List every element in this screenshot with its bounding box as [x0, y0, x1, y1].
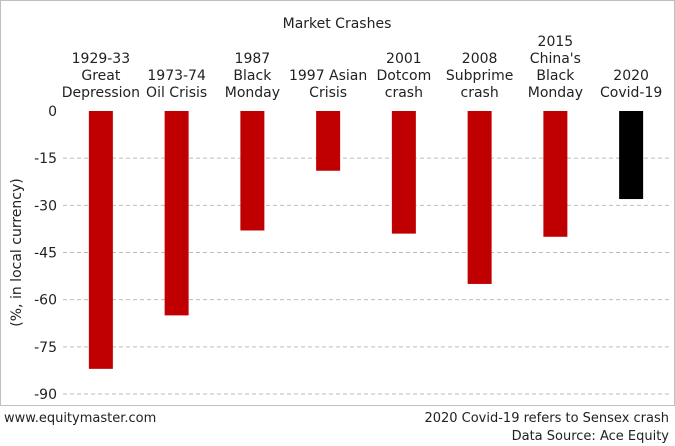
bar [316, 111, 341, 171]
y-tick-label: -90 [34, 387, 57, 403]
footnote: 2020 Covid-19 refers to Sensex crash [424, 411, 669, 426]
chart-title: Market Crashes [283, 16, 392, 32]
category-label: Dotcom [377, 68, 432, 84]
y-tick-label: -60 [34, 293, 57, 309]
y-tick-label: -45 [34, 246, 57, 262]
y-axis-label: (%, in local currency) [9, 178, 25, 326]
bar [619, 111, 644, 200]
bar-chart: Market Crashes 0 -15 -30 -45 -60 -75 -90 (%, in … [9, 16, 669, 403]
category-label: 1973-74 [147, 68, 206, 84]
y-tick-label: -15 [34, 151, 57, 167]
website-label: www.equitymaster.com [4, 411, 157, 426]
category-label: Monday [528, 85, 583, 101]
category-label: China's [530, 51, 581, 67]
category-label: Great [81, 68, 120, 84]
bar [543, 111, 568, 237]
category-label: 1929-33 [72, 51, 131, 67]
category-label: 1997 Asian [289, 68, 367, 84]
category-label: crash [461, 85, 499, 101]
category-label: Crisis [309, 85, 347, 101]
category-label: Black [233, 68, 272, 84]
bar [240, 111, 265, 231]
bar [391, 111, 416, 234]
category-label: 2008 [462, 51, 498, 67]
category-label: Covid-19 [600, 85, 662, 101]
y-tick-label: 0 [48, 104, 57, 120]
category-label: 1987 [235, 51, 271, 67]
bar [164, 111, 189, 316]
category-label: 2015 [538, 34, 574, 50]
chart-frame: Market Crashes 0 -15 -30 -45 -60 -75 -90 (%, in … [0, 0, 675, 406]
y-tick-label: -75 [34, 340, 57, 356]
category-label: Oil Crisis [146, 85, 207, 101]
y-tick-label: -30 [34, 198, 57, 214]
category-label: 2001 [386, 51, 422, 67]
category-label: 2020 [613, 68, 649, 84]
category-label: Black [536, 68, 575, 84]
data-source: Data Source: Ace Equity [511, 429, 669, 444]
category-label: Depression [62, 85, 140, 101]
category-label: Monday [225, 85, 280, 101]
category-label: crash [385, 85, 423, 101]
bar [88, 111, 113, 369]
bar [467, 111, 492, 284]
category-label: Subprime [446, 68, 513, 84]
